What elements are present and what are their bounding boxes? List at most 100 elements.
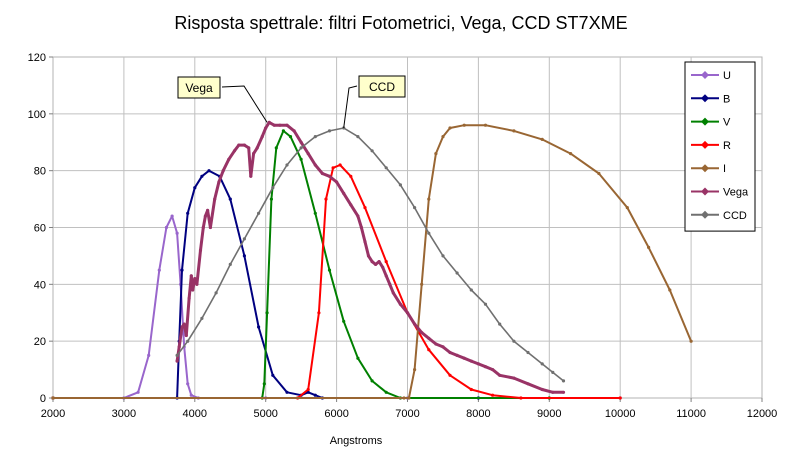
data-point-vega bbox=[388, 282, 392, 286]
chart-title: Risposta spettrale: filtri Fotometrici, … bbox=[174, 13, 627, 33]
data-point-vega bbox=[249, 174, 253, 178]
x-tick-label: 7000 bbox=[395, 408, 419, 420]
data-point-v bbox=[356, 356, 360, 360]
callout-leader-vega bbox=[221, 85, 268, 123]
legend-marker-r bbox=[701, 140, 709, 149]
data-point-vega bbox=[441, 345, 445, 349]
legend-marker-i bbox=[701, 164, 709, 173]
data-point-i bbox=[407, 396, 411, 400]
data-point-vega bbox=[363, 240, 367, 244]
y-tick-label: 60 bbox=[34, 223, 46, 235]
data-point-i bbox=[402, 396, 406, 400]
data-point-r bbox=[324, 197, 328, 201]
x-tick-label: 10000 bbox=[605, 408, 636, 420]
data-point-vega bbox=[434, 342, 438, 346]
legend-label-v: V bbox=[723, 117, 731, 129]
x-tick-label: 11000 bbox=[676, 408, 706, 420]
legend-marker-ccd bbox=[701, 210, 709, 219]
x-tick-label: 6000 bbox=[324, 408, 348, 420]
data-point-vega bbox=[195, 282, 199, 286]
data-point-i bbox=[413, 368, 417, 372]
data-point-vega bbox=[187, 296, 191, 301]
data-point-vega bbox=[483, 365, 488, 369]
callout-label-ccd: CCD bbox=[369, 80, 395, 94]
data-point-r bbox=[349, 174, 353, 178]
x-tick-label: 12000 bbox=[747, 408, 778, 420]
data-point-u bbox=[147, 353, 151, 357]
data-point-vega bbox=[232, 149, 237, 153]
data-point-i bbox=[512, 129, 516, 133]
x-tick-label: 9000 bbox=[537, 408, 561, 420]
data-point-vega bbox=[306, 152, 310, 156]
data-point-ccd bbox=[540, 362, 544, 366]
legend-label-vega: Vega bbox=[723, 187, 749, 199]
y-tick-label: 120 bbox=[28, 52, 46, 64]
data-point-vega bbox=[561, 390, 566, 394]
data-point-vega bbox=[182, 322, 186, 326]
series-lines bbox=[51, 120, 693, 400]
data-point-vega bbox=[292, 129, 296, 133]
data-point-vega bbox=[184, 333, 188, 338]
gridlines bbox=[49, 56, 763, 402]
data-point-vega bbox=[272, 123, 276, 127]
data-point-vega bbox=[391, 291, 395, 295]
legend-label-r: R bbox=[723, 140, 731, 152]
legend-box bbox=[684, 61, 756, 232]
data-point-u bbox=[136, 390, 140, 394]
data-point-r bbox=[469, 387, 473, 392]
data-point-b bbox=[228, 197, 232, 201]
data-point-vega bbox=[313, 163, 317, 167]
data-point-ccd bbox=[285, 163, 289, 167]
data-point-vega bbox=[427, 336, 431, 340]
data-point-i bbox=[420, 282, 424, 286]
data-point-b bbox=[207, 169, 211, 173]
data-point-i bbox=[427, 197, 431, 201]
data-point-ccd bbox=[498, 322, 502, 326]
series-vega bbox=[175, 120, 566, 394]
data-point-i bbox=[462, 123, 466, 127]
data-point-ccd bbox=[186, 339, 190, 343]
data-point-b bbox=[193, 186, 197, 190]
data-point-ccd bbox=[526, 350, 530, 355]
data-point-b bbox=[186, 211, 190, 215]
data-point-u bbox=[175, 231, 179, 235]
data-point-r bbox=[519, 396, 523, 400]
data-point-vega bbox=[191, 288, 195, 292]
data-point-i bbox=[647, 245, 651, 249]
data-point-i bbox=[689, 339, 693, 343]
data-point-vega bbox=[448, 350, 452, 355]
data-point-r bbox=[306, 387, 310, 392]
data-point-v bbox=[262, 382, 266, 386]
data-point-vega bbox=[206, 208, 210, 212]
data-point-r bbox=[427, 348, 431, 352]
data-point-vega bbox=[180, 325, 184, 329]
data-point-vega bbox=[175, 359, 179, 363]
data-point-b bbox=[242, 254, 246, 258]
data-point-ccd bbox=[455, 271, 459, 275]
data-point-vega bbox=[551, 390, 555, 394]
data-point-vega bbox=[208, 225, 212, 230]
data-point-vega bbox=[327, 174, 332, 178]
callout-label-vega: Vega bbox=[185, 81, 213, 95]
data-point-ccd bbox=[356, 135, 360, 139]
data-point-vega bbox=[405, 311, 410, 315]
data-point-vega bbox=[491, 368, 495, 372]
data-point-vega bbox=[320, 171, 324, 176]
y-tick-labels: 0 20 40 60 80 100 120 bbox=[28, 52, 46, 405]
data-point-vega bbox=[260, 135, 264, 139]
annotations: Vega CCD bbox=[177, 75, 406, 129]
data-point-ccd bbox=[214, 291, 218, 295]
y-tick-label: 20 bbox=[34, 336, 46, 348]
data-point-vega bbox=[335, 180, 339, 184]
data-point-u bbox=[157, 268, 161, 272]
x-tick-label: 2000 bbox=[41, 408, 65, 420]
data-point-vega bbox=[370, 260, 374, 264]
series-i bbox=[51, 123, 693, 400]
data-point-ccd bbox=[200, 316, 204, 320]
data-point-ccd bbox=[398, 183, 402, 187]
data-point-ccd bbox=[413, 206, 417, 210]
legend-label-i: I bbox=[723, 163, 726, 175]
data-point-v bbox=[313, 211, 317, 215]
data-point-vega bbox=[213, 197, 217, 201]
